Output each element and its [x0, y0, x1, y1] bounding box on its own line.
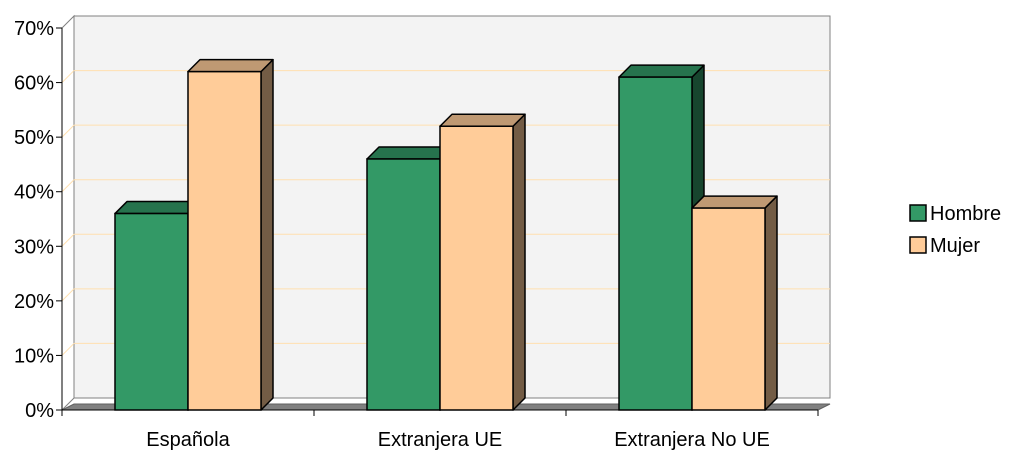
bar-top: [618, 64, 705, 78]
gridline-side: [61, 288, 75, 302]
y-tick-label: 40%: [14, 182, 54, 204]
plot-side-wall: [61, 14, 75, 412]
x-category-label: Extranjera UE: [378, 429, 503, 450]
bar-mujer-0: [187, 70, 262, 411]
bar-top: [439, 113, 526, 127]
gridline-side: [61, 343, 75, 356]
gridline-side: [61, 233, 75, 247]
y-tick-label: 70%: [14, 18, 54, 40]
y-tick-label: 10%: [14, 345, 54, 367]
legend-label-mujer: Mujer: [930, 235, 980, 257]
bar-side: [764, 195, 778, 411]
gridline-side: [61, 70, 75, 83]
y-tick-label: 20%: [14, 291, 54, 313]
legend-swatch-mujer: [909, 236, 927, 254]
bar-mujer-2: [691, 207, 766, 411]
gridline-side: [61, 124, 75, 138]
y-tick-label: 0%: [25, 400, 54, 422]
x-category-label: Española: [146, 429, 230, 450]
legend-swatch-hombre: [909, 204, 927, 222]
gridline-side: [61, 179, 75, 193]
bar-side: [512, 113, 526, 411]
bar-top: [187, 58, 274, 73]
bar-hombre-0: [114, 212, 189, 411]
y-tick-label: 50%: [14, 127, 54, 149]
bar-mujer-1: [439, 125, 514, 411]
bar-hombre-2: [618, 76, 693, 411]
x-category-label: Extranjera No UE: [614, 429, 770, 450]
bar-side: [260, 58, 274, 411]
legend-label-hombre: Hombre: [930, 203, 1001, 225]
y-tick-label: 30%: [14, 236, 54, 258]
y-tick-label: 60%: [14, 73, 54, 95]
bar-hombre-1: [366, 158, 441, 411]
bar-top: [691, 195, 778, 209]
